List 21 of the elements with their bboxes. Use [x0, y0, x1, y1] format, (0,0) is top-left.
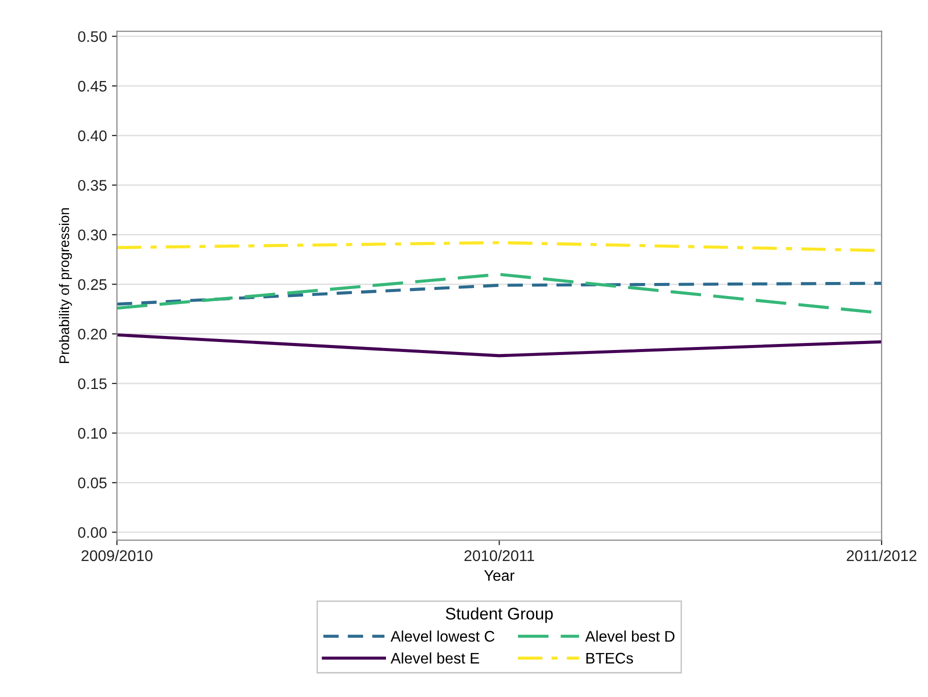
y-tick-label: 0.25	[78, 279, 107, 290]
x-tick-label: 2009/2010	[82, 550, 152, 562]
y-tick-label: 0.00	[78, 527, 107, 538]
y-tick-label: 0.50	[78, 31, 107, 42]
legend-label: BTECs	[586, 652, 633, 664]
y-tick-label: 0.15	[78, 378, 107, 390]
y-tick-label: 0.05	[78, 478, 107, 488]
y-tick-label: 0.20	[78, 328, 107, 340]
legend-label: Alevel best E	[390, 652, 480, 664]
y-tick-label: 0.40	[78, 130, 107, 142]
y-tick-label: 0.10	[78, 428, 107, 439]
y-tick-label: 0.35	[78, 180, 107, 191]
legend-label: Alevel best D	[585, 630, 674, 642]
legend-label: Alevel lowest C	[390, 630, 494, 642]
y-tick-label: 0.30	[78, 230, 107, 240]
y-axis-title: Probability of progression	[58, 208, 72, 363]
x-tick-label: 2010/2011	[464, 550, 534, 562]
x-tick-label: 2011/2012	[846, 550, 916, 562]
legend-title: Student Group	[446, 607, 553, 623]
x-axis-title: Year	[484, 570, 514, 581]
y-tick-label: 0.45	[78, 80, 107, 92]
